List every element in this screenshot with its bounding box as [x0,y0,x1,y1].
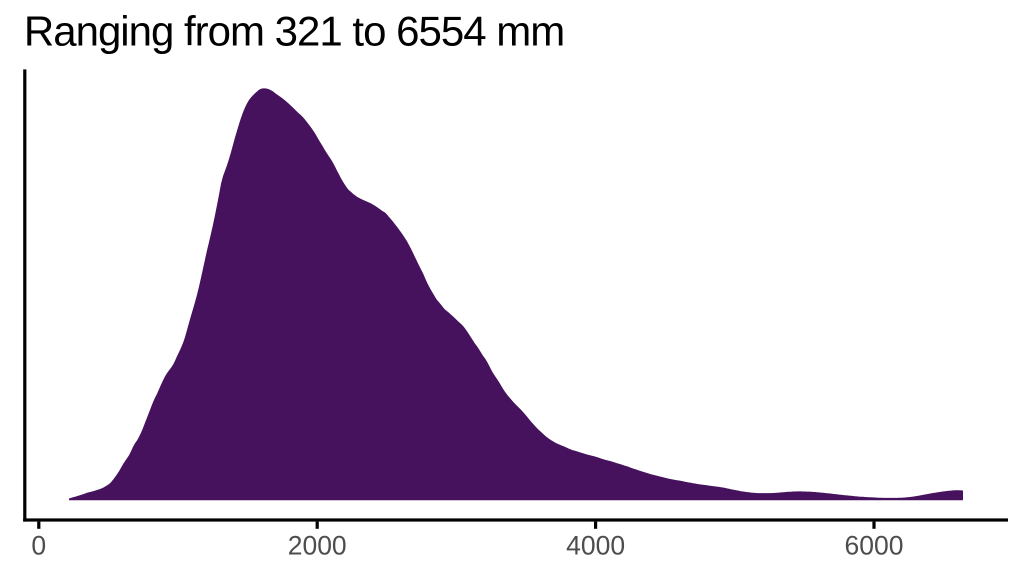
svg-text:6000: 6000 [845,530,904,560]
svg-text:Ranging from 321 to 6554 mm: Ranging from 321 to 6554 mm [24,8,564,55]
svg-text:2000: 2000 [288,530,347,560]
svg-text:4000: 4000 [566,530,625,560]
svg-text:0: 0 [31,530,46,560]
